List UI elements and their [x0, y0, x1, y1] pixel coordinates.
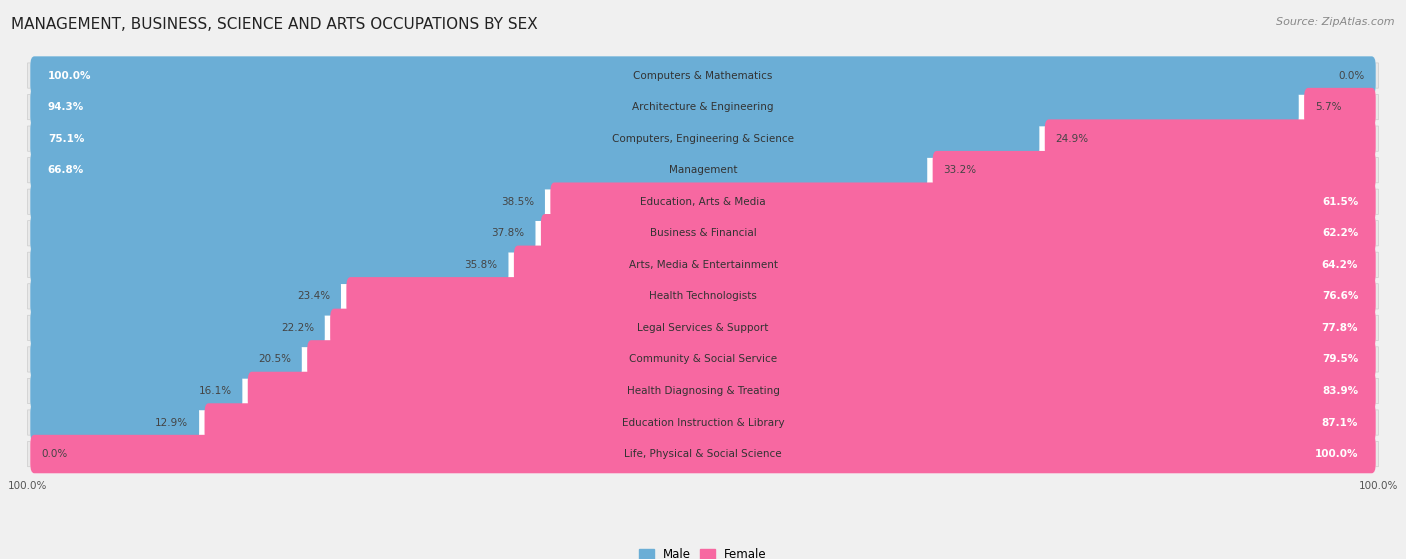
- FancyBboxPatch shape: [28, 221, 1378, 246]
- Text: MANAGEMENT, BUSINESS, SCIENCE AND ARTS OCCUPATIONS BY SEX: MANAGEMENT, BUSINESS, SCIENCE AND ARTS O…: [11, 17, 538, 32]
- Text: Business & Financial: Business & Financial: [650, 228, 756, 238]
- Text: 33.2%: 33.2%: [943, 165, 977, 175]
- FancyBboxPatch shape: [28, 126, 1378, 151]
- FancyBboxPatch shape: [31, 372, 1375, 410]
- FancyBboxPatch shape: [247, 372, 1375, 410]
- FancyBboxPatch shape: [28, 378, 1378, 404]
- Text: Health Technologists: Health Technologists: [650, 291, 756, 301]
- Legend: Male, Female: Male, Female: [634, 543, 772, 559]
- FancyBboxPatch shape: [31, 214, 536, 253]
- Text: 100.0%: 100.0%: [48, 70, 91, 80]
- FancyBboxPatch shape: [31, 245, 509, 284]
- Text: 76.6%: 76.6%: [1322, 291, 1358, 301]
- FancyBboxPatch shape: [31, 277, 342, 316]
- FancyBboxPatch shape: [28, 189, 1378, 214]
- FancyBboxPatch shape: [932, 151, 1375, 190]
- FancyBboxPatch shape: [28, 347, 1378, 372]
- FancyBboxPatch shape: [31, 309, 1375, 347]
- Text: 64.2%: 64.2%: [1322, 260, 1358, 270]
- Text: 0.0%: 0.0%: [41, 449, 67, 459]
- FancyBboxPatch shape: [346, 277, 1375, 316]
- FancyBboxPatch shape: [28, 63, 1378, 88]
- Text: 75.1%: 75.1%: [48, 134, 84, 144]
- Text: Arts, Media & Entertainment: Arts, Media & Entertainment: [628, 260, 778, 270]
- Text: 20.5%: 20.5%: [257, 354, 291, 364]
- FancyBboxPatch shape: [31, 309, 325, 347]
- Text: 79.5%: 79.5%: [1322, 354, 1358, 364]
- FancyBboxPatch shape: [31, 403, 200, 442]
- FancyBboxPatch shape: [31, 182, 546, 221]
- FancyBboxPatch shape: [28, 442, 1378, 467]
- Text: 35.8%: 35.8%: [464, 260, 498, 270]
- FancyBboxPatch shape: [31, 151, 1375, 190]
- Text: 61.5%: 61.5%: [1322, 197, 1358, 207]
- FancyBboxPatch shape: [307, 340, 1375, 378]
- Text: 87.1%: 87.1%: [1322, 418, 1358, 428]
- Text: 24.9%: 24.9%: [1056, 134, 1088, 144]
- Text: Management: Management: [669, 165, 737, 175]
- FancyBboxPatch shape: [28, 410, 1378, 435]
- FancyBboxPatch shape: [31, 88, 1375, 126]
- Text: 94.3%: 94.3%: [48, 102, 84, 112]
- FancyBboxPatch shape: [31, 403, 1375, 442]
- FancyBboxPatch shape: [31, 120, 1375, 158]
- Text: 100.0%: 100.0%: [1358, 481, 1398, 491]
- FancyBboxPatch shape: [31, 56, 1375, 95]
- FancyBboxPatch shape: [28, 158, 1378, 183]
- FancyBboxPatch shape: [513, 245, 1375, 284]
- FancyBboxPatch shape: [1305, 88, 1375, 126]
- FancyBboxPatch shape: [31, 120, 1039, 158]
- FancyBboxPatch shape: [28, 94, 1378, 120]
- Text: 83.9%: 83.9%: [1322, 386, 1358, 396]
- Text: Health Diagnosing & Treating: Health Diagnosing & Treating: [627, 386, 779, 396]
- FancyBboxPatch shape: [31, 245, 1375, 284]
- Text: Education Instruction & Library: Education Instruction & Library: [621, 418, 785, 428]
- Text: 66.8%: 66.8%: [48, 165, 84, 175]
- FancyBboxPatch shape: [541, 214, 1375, 253]
- FancyBboxPatch shape: [31, 435, 1375, 473]
- FancyBboxPatch shape: [31, 56, 1375, 95]
- FancyBboxPatch shape: [1045, 120, 1375, 158]
- FancyBboxPatch shape: [31, 435, 1375, 473]
- FancyBboxPatch shape: [31, 214, 1375, 253]
- Text: 0.0%: 0.0%: [1339, 70, 1365, 80]
- Text: 38.5%: 38.5%: [501, 197, 534, 207]
- Text: 77.8%: 77.8%: [1322, 323, 1358, 333]
- FancyBboxPatch shape: [31, 372, 242, 410]
- Text: 37.8%: 37.8%: [492, 228, 524, 238]
- Text: 62.2%: 62.2%: [1322, 228, 1358, 238]
- Text: Community & Social Service: Community & Social Service: [628, 354, 778, 364]
- FancyBboxPatch shape: [31, 340, 302, 378]
- Text: 100.0%: 100.0%: [1315, 449, 1358, 459]
- Text: 23.4%: 23.4%: [297, 291, 330, 301]
- Text: 5.7%: 5.7%: [1315, 102, 1341, 112]
- Text: 22.2%: 22.2%: [281, 323, 314, 333]
- FancyBboxPatch shape: [330, 309, 1375, 347]
- Text: Source: ZipAtlas.com: Source: ZipAtlas.com: [1277, 17, 1395, 27]
- Text: Computers & Mathematics: Computers & Mathematics: [633, 70, 773, 80]
- Text: 16.1%: 16.1%: [198, 386, 232, 396]
- Text: Computers, Engineering & Science: Computers, Engineering & Science: [612, 134, 794, 144]
- Text: Life, Physical & Social Science: Life, Physical & Social Science: [624, 449, 782, 459]
- Text: Education, Arts & Media: Education, Arts & Media: [640, 197, 766, 207]
- FancyBboxPatch shape: [31, 182, 1375, 221]
- FancyBboxPatch shape: [28, 252, 1378, 277]
- FancyBboxPatch shape: [31, 277, 1375, 316]
- FancyBboxPatch shape: [204, 403, 1375, 442]
- FancyBboxPatch shape: [31, 151, 927, 190]
- FancyBboxPatch shape: [28, 284, 1378, 309]
- Text: 100.0%: 100.0%: [8, 481, 48, 491]
- FancyBboxPatch shape: [31, 88, 1299, 126]
- FancyBboxPatch shape: [28, 315, 1378, 340]
- Text: 12.9%: 12.9%: [155, 418, 188, 428]
- Text: Legal Services & Support: Legal Services & Support: [637, 323, 769, 333]
- FancyBboxPatch shape: [550, 182, 1375, 221]
- FancyBboxPatch shape: [31, 340, 1375, 378]
- Text: Architecture & Engineering: Architecture & Engineering: [633, 102, 773, 112]
